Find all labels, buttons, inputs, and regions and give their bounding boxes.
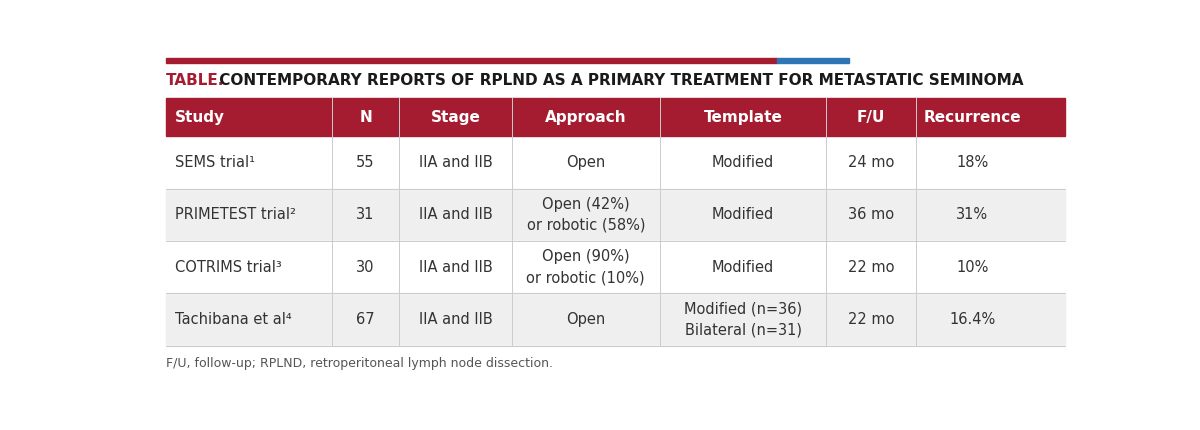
Text: Modified: Modified — [712, 207, 774, 222]
Text: Open (42%)
or robotic (58%): Open (42%) or robotic (58%) — [527, 197, 646, 233]
Text: Modified: Modified — [712, 260, 774, 275]
Text: IIA and IIB: IIA and IIB — [419, 312, 492, 327]
Text: 22 mo: 22 mo — [848, 260, 894, 275]
Text: F/U, follow-up; RPLND, retroperitoneal lymph node dissection.: F/U, follow-up; RPLND, retroperitoneal l… — [166, 356, 552, 369]
Text: PRIMETEST trial²: PRIMETEST trial² — [175, 207, 296, 222]
Bar — [166, 58, 776, 63]
Text: Approach: Approach — [545, 110, 626, 125]
Text: IIA and IIB: IIA and IIB — [419, 207, 492, 222]
Text: 30: 30 — [356, 260, 374, 275]
Text: 31: 31 — [356, 207, 374, 222]
Text: 22 mo: 22 mo — [848, 312, 894, 327]
Text: Tachibana et al⁴: Tachibana et al⁴ — [175, 312, 292, 327]
Text: Template: Template — [703, 110, 782, 125]
Text: 10%: 10% — [956, 260, 989, 275]
Text: 18%: 18% — [956, 155, 989, 170]
Text: 31%: 31% — [956, 207, 989, 222]
Text: COTRIMS trial³: COTRIMS trial³ — [175, 260, 282, 275]
Bar — [166, 136, 1064, 189]
Bar — [166, 241, 1064, 293]
Text: SEMS trial¹: SEMS trial¹ — [175, 155, 254, 170]
Text: Open: Open — [566, 155, 606, 170]
Text: Recurrence: Recurrence — [924, 110, 1021, 125]
Text: 67: 67 — [356, 312, 374, 327]
Text: Study: Study — [175, 110, 224, 125]
Text: IIA and IIB: IIA and IIB — [419, 260, 492, 275]
Text: 36 mo: 36 mo — [848, 207, 894, 222]
Text: Open: Open — [566, 312, 606, 327]
Text: Open (90%)
or robotic (10%): Open (90%) or robotic (10%) — [527, 249, 646, 285]
Text: N: N — [359, 110, 372, 125]
Text: IIA and IIB: IIA and IIB — [419, 155, 492, 170]
Bar — [166, 293, 1064, 346]
Text: F/U: F/U — [857, 110, 886, 125]
Text: Stage: Stage — [431, 110, 480, 125]
Text: Modified: Modified — [712, 155, 774, 170]
Text: CONTEMPORARY REPORTS OF RPLND AS A PRIMARY TREATMENT FOR METASTATIC SEMINOMA: CONTEMPORARY REPORTS OF RPLND AS A PRIMA… — [214, 73, 1024, 88]
Bar — [166, 189, 1064, 241]
Text: 55: 55 — [356, 155, 374, 170]
Bar — [166, 98, 1064, 136]
Bar — [776, 58, 848, 63]
Text: 16.4%: 16.4% — [949, 312, 996, 327]
Text: 24 mo: 24 mo — [848, 155, 894, 170]
Text: TABLE.: TABLE. — [166, 73, 224, 88]
Text: Modified (n=36)
Bilateral (n=31): Modified (n=36) Bilateral (n=31) — [684, 301, 802, 338]
